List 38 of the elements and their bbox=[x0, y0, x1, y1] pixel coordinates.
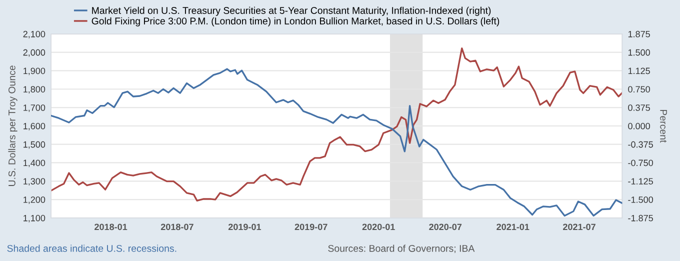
line-series bbox=[51, 68, 622, 217]
y2-tick-label: -1.125 bbox=[628, 178, 653, 184]
x-tick-label: 2021-01 bbox=[496, 224, 530, 230]
x-tick-label: 2018-01 bbox=[94, 224, 128, 230]
y2-tick-label: -1.875 bbox=[628, 214, 653, 222]
y-tick-label: 1,100 bbox=[24, 214, 46, 222]
y2-tick-label: -1.500 bbox=[628, 196, 653, 203]
y2-tick-label: 0.750 bbox=[628, 86, 650, 92]
legend-label: Market Yield on U.S. Treasury Securities at 5-Year Constant Maturity, Inflation-Indexed (right) bbox=[92, 6, 491, 16]
legend-label: Gold Fixing Price 3:00 P.M. (London time) in London Bullion Market, based in U.S. Dollars (left) bbox=[92, 17, 500, 26]
y2-axis-title: Percent bbox=[660, 110, 667, 143]
y-tick-label: 2,000 bbox=[23, 49, 46, 57]
y-tick-label: 2,100 bbox=[23, 30, 46, 38]
text: Shaded areas indicate U.S. recessions. bbox=[7, 244, 176, 252]
y-tick-label: 1,500 bbox=[24, 141, 46, 149]
y2-tick-label: 0.375 bbox=[628, 104, 650, 111]
y2-tick-label: -0.750 bbox=[628, 160, 653, 166]
y-tick-label: 1,700 bbox=[24, 104, 46, 112]
y-tick-label: 1,400 bbox=[24, 160, 46, 168]
y-axis-title: U.S. Dollars per Troy Ounce bbox=[8, 66, 18, 186]
line-series bbox=[51, 47, 622, 202]
y-tick-label: 1,300 bbox=[24, 178, 46, 186]
x-tick-label: 2020-01 bbox=[362, 224, 395, 230]
y2-tick-label: 1.125 bbox=[628, 68, 650, 74]
y-tick-label: 1,600 bbox=[24, 122, 46, 130]
y2-tick-label: 1.500 bbox=[628, 49, 650, 56]
x-tick-label: 2018-07 bbox=[160, 224, 194, 230]
y-tick-label: 1,800 bbox=[24, 86, 46, 94]
x-tick-label: 2020-07 bbox=[429, 224, 462, 230]
x-tick-label: 2019-01 bbox=[228, 224, 262, 230]
y2-tick-label: 0.000 bbox=[628, 122, 650, 130]
y-tick-label: 1,200 bbox=[24, 196, 46, 204]
source-note: Sources: Board of Governors; IBA bbox=[328, 244, 475, 254]
y2-tick-label: -0.375 bbox=[628, 141, 653, 148]
x-tick-label: 2019-07 bbox=[294, 224, 328, 230]
y2-tick-label: 1.875 bbox=[628, 30, 650, 38]
y-tick-label: 1,900 bbox=[24, 68, 46, 76]
x-tick-label: 2021-07 bbox=[563, 224, 596, 230]
